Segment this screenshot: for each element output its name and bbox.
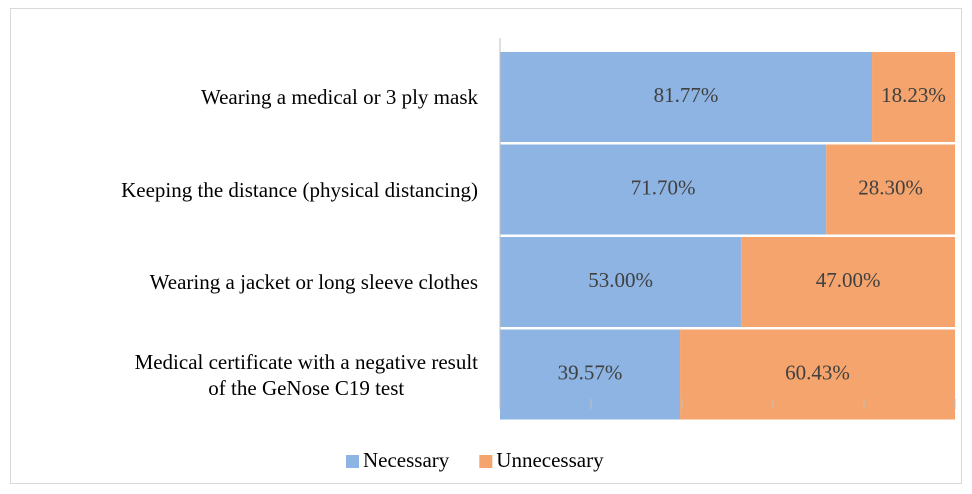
bar-segment <box>500 237 742 327</box>
y-tick-label: Keeping the distance (physical distancin… <box>121 177 478 202</box>
data-label: 47.00% <box>816 268 881 292</box>
legend-swatch <box>479 455 493 468</box>
data-label: 28.30% <box>858 175 923 199</box>
category-label-box: Wearing a jacket or long sleeve clothes <box>0 237 478 327</box>
bar-segment <box>680 329 955 420</box>
y-tick-label: Wearing a medical or 3 ply mask <box>200 85 478 109</box>
y-tick-label: Wearing a jacket or long sleeve clothes <box>149 270 478 294</box>
y-tick-label: Medical certificate with a negative resu… <box>134 349 478 400</box>
category-label-box: Medical certificate with a negative resu… <box>0 330 478 420</box>
data-label: 60.43% <box>785 360 850 384</box>
data-label: 81.77% <box>654 83 719 107</box>
bar-segment <box>500 329 681 420</box>
data-label: 18.23% <box>881 83 946 107</box>
bar-segment <box>826 144 955 235</box>
bar-segment <box>500 144 827 235</box>
bar-segment <box>741 237 955 327</box>
legend-label: Unnecessary <box>496 448 604 472</box>
legend-swatch <box>346 455 359 468</box>
data-label: 39.57% <box>558 360 623 384</box>
bar-segment <box>872 52 955 142</box>
data-label: 53.00% <box>588 268 653 292</box>
data-label: 71.70% <box>631 175 696 199</box>
category-label-box: Keeping the distance (physical distancin… <box>0 145 478 235</box>
bar-segment <box>500 52 873 142</box>
category-label-box: Wearing a medical or 3 ply mask <box>0 52 478 142</box>
legend-label: Necessary <box>363 448 450 472</box>
chart-border <box>10 8 962 484</box>
